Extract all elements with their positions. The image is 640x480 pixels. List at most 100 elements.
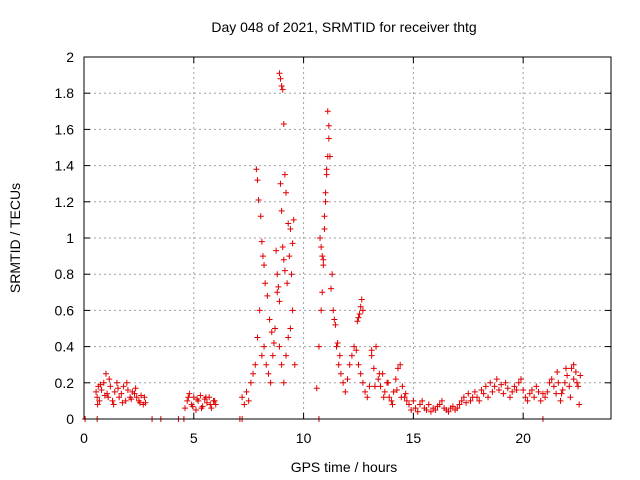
data-point <box>542 394 549 401</box>
data-point <box>272 325 279 332</box>
data-point <box>197 392 204 399</box>
data-point <box>362 388 369 395</box>
data-point <box>276 298 283 305</box>
y-axis-label: SRMTID / TECUs <box>7 183 23 293</box>
data-point <box>208 405 215 412</box>
data-point <box>330 307 337 314</box>
data-point <box>317 235 324 241</box>
data-point <box>491 383 498 390</box>
data-point <box>259 253 266 260</box>
y-axis-ticks: 0 0.2 0.4 0.6 0.8 1 1.2 1.4 1.6 1.8 2 <box>55 49 611 427</box>
data-point <box>319 289 326 296</box>
data-point <box>559 387 566 394</box>
data-point <box>279 86 286 93</box>
data-point <box>487 379 494 386</box>
data-point <box>511 383 518 390</box>
data-point <box>245 397 252 404</box>
data-point <box>427 408 434 415</box>
data-point <box>577 372 584 379</box>
y-tick-label: 1.4 <box>55 158 75 174</box>
data-point <box>202 394 209 401</box>
data-point <box>414 408 421 415</box>
data-point <box>544 388 551 395</box>
data-point <box>279 244 286 251</box>
data-point <box>274 271 281 278</box>
data-point <box>289 307 296 314</box>
data-point <box>356 311 363 318</box>
data-point <box>342 388 349 395</box>
data-point <box>355 314 362 321</box>
data-point <box>280 120 287 127</box>
data-point <box>370 365 377 372</box>
chart-title: Day 048 of 2021, SRMTID for receiver tht… <box>211 19 476 35</box>
data-point <box>568 365 575 372</box>
data-point <box>254 334 261 341</box>
y-tick-label: 1.2 <box>55 194 75 210</box>
data-point <box>359 307 366 314</box>
data-point <box>94 394 101 401</box>
data-point <box>184 397 191 404</box>
data-point <box>335 361 342 368</box>
data-point <box>325 135 332 142</box>
data-point <box>395 365 402 372</box>
data-point <box>107 383 114 390</box>
data-point <box>546 379 553 386</box>
data-point <box>278 82 285 89</box>
data-point <box>402 390 409 397</box>
x-axis-ticks: 0 5 10 15 20 <box>80 57 531 446</box>
data-point <box>493 376 500 383</box>
data-point <box>207 401 214 408</box>
data-point <box>288 271 295 278</box>
data-point <box>110 401 117 408</box>
data-point <box>280 256 287 263</box>
data-point <box>247 379 254 386</box>
data-point <box>333 343 340 350</box>
y-tick-label: 0.6 <box>55 302 75 318</box>
data-point <box>474 394 481 401</box>
data-point <box>211 397 218 404</box>
x-axis-label: GPS time / hours <box>291 459 398 475</box>
y-tick-label: 2 <box>66 49 74 65</box>
data-point <box>243 388 250 395</box>
data-point <box>555 379 562 386</box>
data-point <box>320 256 327 263</box>
data-point <box>517 376 524 383</box>
data-point <box>496 387 503 394</box>
data-point <box>381 388 388 395</box>
data-point <box>318 244 325 251</box>
y-tick-label: 0 <box>66 411 74 427</box>
x-tick-label: 5 <box>190 430 198 446</box>
data-point <box>380 394 387 401</box>
data-point <box>322 198 329 205</box>
data-point <box>423 406 430 413</box>
data-point <box>403 397 410 404</box>
data-point <box>325 122 332 129</box>
data-point <box>405 401 412 408</box>
data-point <box>539 390 546 397</box>
data-point <box>323 171 330 178</box>
data-point <box>513 387 520 394</box>
data-point <box>478 387 485 394</box>
data-point <box>324 108 331 115</box>
data-point <box>119 399 126 406</box>
data-point <box>359 379 366 386</box>
data-point <box>416 401 423 408</box>
data-point <box>113 379 120 386</box>
data-point <box>124 387 131 394</box>
data-point <box>254 177 261 184</box>
data-point <box>329 271 336 278</box>
data-point <box>287 225 294 232</box>
data-point <box>385 379 392 386</box>
data-point <box>334 339 341 346</box>
data-point <box>425 401 432 408</box>
data-point <box>438 397 445 404</box>
data-point <box>548 376 555 383</box>
data-point <box>101 392 108 399</box>
data-point <box>419 397 426 404</box>
data-point <box>564 372 571 379</box>
y-tick-label: 1.6 <box>55 121 75 137</box>
data-point <box>185 394 192 401</box>
data-point <box>109 397 116 404</box>
data-point <box>257 213 264 220</box>
